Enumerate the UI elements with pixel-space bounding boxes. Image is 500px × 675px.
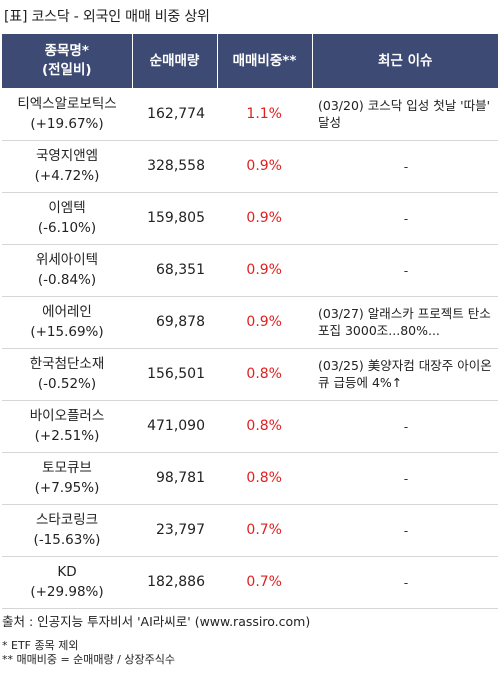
stock-name[interactable]: 이엠텍 — [48, 200, 86, 216]
stock-change: (-0.84%) — [37, 272, 97, 288]
stock-name-cell: 토모큐브 (+7.95%) — [2, 452, 132, 505]
recent-issue: - — [312, 244, 498, 297]
table-row: 에어레인 (+15.69%) 69,878 0.9% (03/27) 알래스카 프로젝트… — [2, 296, 498, 349]
stock-change: (+19.67%) — [30, 115, 104, 132]
table-row: KD (+29.98%) 182,886 0.7% - — [2, 556, 498, 609]
column-header-name-line2: (전일비) — [41, 62, 92, 78]
footnote-etf: * ETF 종목 제외 — [2, 639, 79, 652]
stock-change: (+15.69%) — [30, 324, 104, 340]
recent-issue[interactable]: (03/25) 美양자컴 대장주 아이온큐 급등에 4%↑ — [312, 348, 498, 401]
recent-issue[interactable]: (03/27) 알래스카 프로젝트 탄소포집 3000조...80%... — [312, 296, 498, 349]
stock-name[interactable]: 위세아이텍 — [35, 252, 99, 268]
table-row: 이엠텍 (-6.10%) 159,805 0.9% - — [2, 192, 498, 245]
stock-name[interactable]: 한국첨단소재 — [29, 356, 105, 372]
stock-change: (-0.52%) — [37, 376, 97, 392]
recent-issue: - — [312, 504, 498, 557]
recent-issue[interactable]: (03/20) 코스닥 입성 첫날 '따블' 달성 — [312, 88, 498, 141]
recent-issue: - — [312, 556, 498, 609]
footnote-ratio: ** 매매비중 = 순매매량 / 상장주식수 — [2, 653, 175, 666]
table-row: 스타코링크 (-15.63%) 23,797 0.7% - — [2, 504, 498, 557]
net-volume: 156,501 — [132, 348, 217, 401]
trade-ratio: 0.7% — [217, 504, 312, 557]
table-body: 티엑스알로보틱스 (+19.67%) 162,774 1.1% (03/20) 코스닥 … — [2, 88, 498, 609]
net-volume: 68,351 — [132, 244, 217, 297]
stock-change: (-6.10%) — [37, 220, 97, 236]
table-row: 위세아이텍 (-0.84%) 68,351 0.9% - — [2, 244, 498, 297]
column-header-issue: 최근 이슈 — [312, 34, 498, 88]
column-header-ratio: 매매비중** — [217, 34, 313, 88]
trade-ratio: 0.9% — [217, 192, 312, 245]
stock-name[interactable]: 토모큐브 — [42, 460, 92, 476]
net-volume: 182,886 — [132, 556, 217, 609]
table-header: 종목명* (전일비) 순매매량 매매비중** 최근 이슈 — [2, 34, 498, 88]
stock-name[interactable]: 에어레인 — [42, 304, 92, 320]
stock-name-cell: 국영지앤엠 (+4.72%) — [2, 140, 132, 193]
net-volume: 69,878 — [132, 296, 217, 349]
stock-change: (+29.98%) — [30, 584, 104, 600]
net-volume: 98,781 — [132, 452, 217, 505]
column-header-name: 종목명* (전일비) — [2, 34, 133, 88]
trade-ratio: 0.7% — [217, 556, 312, 609]
table-row: 바이오플러스 (+2.51%) 471,090 0.8% - — [2, 400, 498, 453]
stock-change: (+7.95%) — [34, 480, 100, 496]
stock-change: (+4.72%) — [34, 168, 100, 184]
recent-issue: - — [312, 452, 498, 505]
table-row: 토모큐브 (+7.95%) 98,781 0.8% - — [2, 452, 498, 505]
column-header-volume: 순매매량 — [132, 34, 218, 88]
stock-name[interactable]: 국영지앤엠 — [35, 148, 99, 164]
table-row: 국영지앤엠 (+4.72%) 328,558 0.9% - — [2, 140, 498, 193]
stock-name-cell: 에어레인 (+15.69%) — [2, 296, 132, 349]
stock-change: (-15.63%) — [33, 532, 101, 548]
trade-ratio: 0.9% — [217, 244, 312, 297]
net-volume: 328,558 — [132, 140, 217, 193]
recent-issue: - — [312, 140, 498, 193]
foreign-trading-table: 종목명* (전일비) 순매매량 매매비중** 최근 이슈 티엑스알로보틱스 (+1… — [2, 34, 498, 609]
table-row: 한국첨단소재 (-0.52%) 156,501 0.8% (03/25) 美양자컴 대장… — [2, 348, 498, 401]
stock-name[interactable]: 티엑스알로보틱스 — [17, 95, 117, 112]
stock-name-cell: 한국첨단소재 (-0.52%) — [2, 348, 132, 401]
stock-name-cell: KD (+29.98%) — [2, 556, 132, 609]
stock-name-cell: 스타코링크 (-15.63%) — [2, 504, 132, 557]
stock-name-cell: 이엠텍 (-6.10%) — [2, 192, 132, 245]
table-row: 티엑스알로보틱스 (+19.67%) 162,774 1.1% (03/20) 코스닥 … — [2, 88, 498, 141]
trade-ratio: 0.9% — [217, 296, 312, 349]
stock-name[interactable]: 바이오플러스 — [29, 408, 105, 424]
stock-name[interactable]: KD — [57, 564, 77, 580]
recent-issue: - — [312, 400, 498, 453]
trade-ratio: 1.1% — [217, 88, 312, 141]
column-header-name-line1: 종목명* — [44, 43, 89, 59]
net-volume: 23,797 — [132, 504, 217, 557]
trade-ratio: 0.8% — [217, 348, 312, 401]
trade-ratio: 0.8% — [217, 452, 312, 505]
stock-name-cell: 바이오플러스 (+2.51%) — [2, 400, 132, 453]
net-volume: 162,774 — [132, 88, 217, 141]
net-volume: 159,805 — [132, 192, 217, 245]
table-title: [표] 코스닥 - 외국인 매매 비중 상위 — [4, 9, 210, 25]
stock-name[interactable]: 스타코링크 — [35, 512, 99, 528]
stock-name-cell: 위세아이텍 (-0.84%) — [2, 244, 132, 297]
trade-ratio: 0.8% — [217, 400, 312, 453]
trade-ratio: 0.9% — [217, 140, 312, 193]
net-volume: 471,090 — [132, 400, 217, 453]
source-text: 출처 : 인공지능 투자비서 'AI라씨로' (www.rassiro.com) — [2, 614, 311, 629]
stock-name-cell: 티엑스알로보틱스 (+19.67%) — [2, 88, 132, 141]
recent-issue: - — [312, 192, 498, 245]
stock-change: (+2.51%) — [34, 428, 100, 444]
